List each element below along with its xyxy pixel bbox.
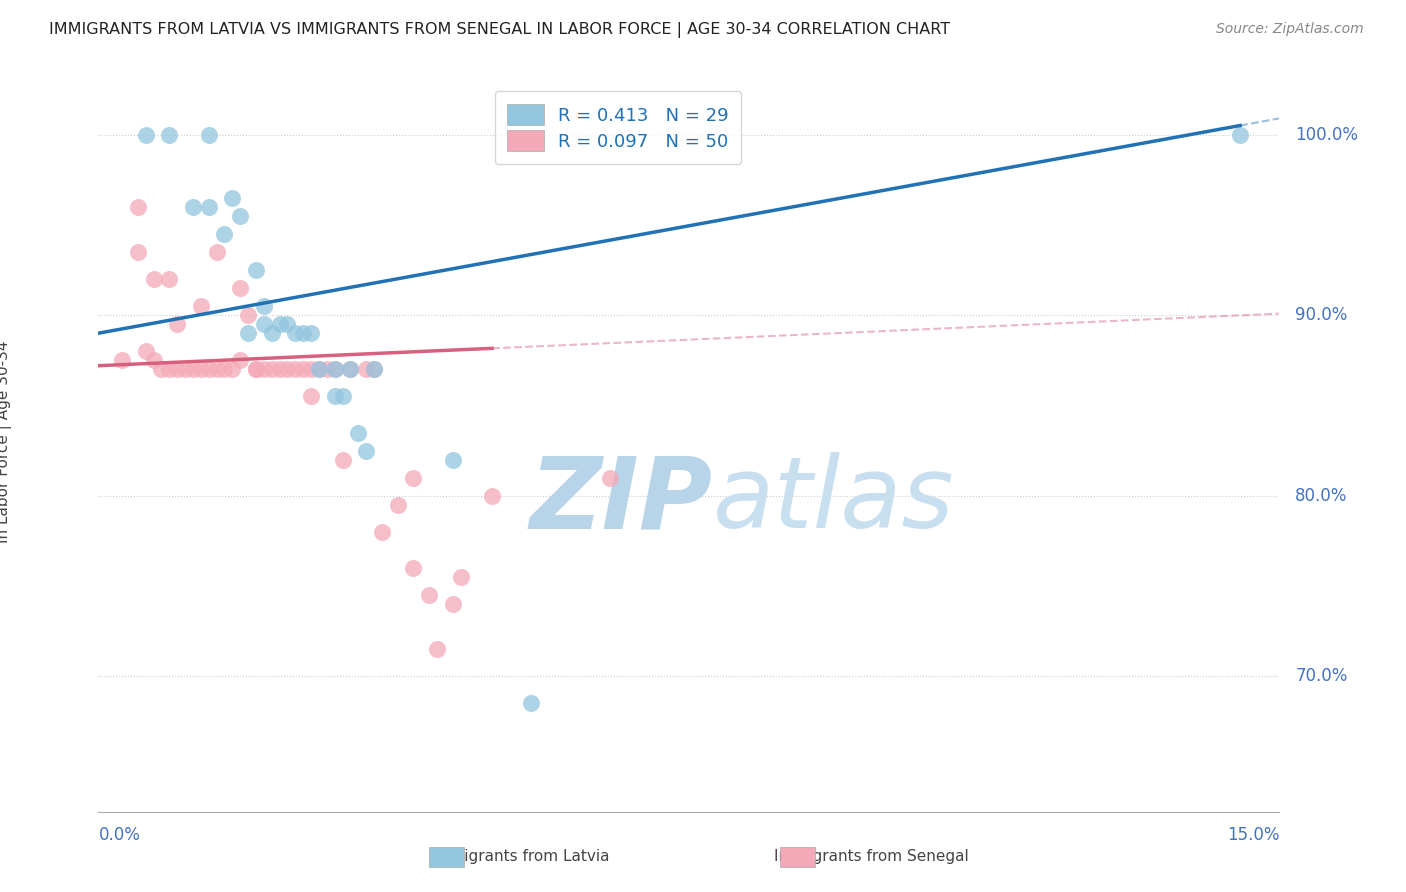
Point xyxy=(150,362,173,376)
Point xyxy=(229,209,252,223)
Point xyxy=(292,362,315,376)
Point xyxy=(450,570,472,584)
Point xyxy=(323,389,346,403)
Point xyxy=(157,128,180,142)
Point xyxy=(520,697,543,711)
Point xyxy=(315,362,337,376)
Point xyxy=(284,362,307,376)
Point xyxy=(166,362,188,376)
Point xyxy=(253,362,276,376)
Text: 0.0%: 0.0% xyxy=(98,826,141,844)
Point xyxy=(157,272,180,286)
Point xyxy=(387,498,409,512)
Point xyxy=(236,326,259,341)
Point xyxy=(308,362,330,376)
Point xyxy=(166,317,188,331)
Point xyxy=(418,588,440,602)
Text: ZIP: ZIP xyxy=(530,452,713,549)
Point xyxy=(323,362,346,376)
Text: IMMIGRANTS FROM LATVIA VS IMMIGRANTS FROM SENEGAL IN LABOR FORCE | AGE 30-34 COR: IMMIGRANTS FROM LATVIA VS IMMIGRANTS FRO… xyxy=(49,22,950,38)
Point xyxy=(142,353,165,368)
Point xyxy=(299,326,322,341)
Text: Immigrants from Senegal: Immigrants from Senegal xyxy=(775,849,969,863)
Point xyxy=(253,317,276,331)
Point xyxy=(135,128,157,142)
Text: 90.0%: 90.0% xyxy=(1295,306,1347,324)
Point xyxy=(284,326,307,341)
Text: 15.0%: 15.0% xyxy=(1227,826,1279,844)
Point xyxy=(214,362,236,376)
Point xyxy=(245,263,267,277)
Point xyxy=(197,362,219,376)
Point xyxy=(245,362,267,376)
Point xyxy=(135,344,157,359)
Point xyxy=(308,362,330,376)
Point xyxy=(181,200,204,214)
Point xyxy=(441,597,464,611)
Point xyxy=(1229,128,1251,142)
Point xyxy=(205,244,228,259)
Point xyxy=(253,299,276,313)
Point xyxy=(269,317,291,331)
Text: In Labor Force | Age 30-34: In Labor Force | Age 30-34 xyxy=(0,340,11,543)
Point xyxy=(292,326,315,341)
Point xyxy=(197,200,219,214)
Point xyxy=(205,362,228,376)
Point xyxy=(245,362,267,376)
Point xyxy=(354,443,377,458)
Point xyxy=(599,470,621,484)
Point xyxy=(339,362,361,376)
Point xyxy=(127,200,149,214)
Point xyxy=(260,362,283,376)
Point xyxy=(174,362,197,376)
Point xyxy=(142,272,165,286)
Point xyxy=(354,362,377,376)
Point xyxy=(190,299,212,313)
Text: 70.0%: 70.0% xyxy=(1295,667,1347,685)
Point xyxy=(332,452,354,467)
Point xyxy=(299,362,322,376)
Point xyxy=(276,317,298,331)
Point xyxy=(426,642,449,657)
Point xyxy=(441,452,464,467)
Point xyxy=(221,191,243,205)
Point xyxy=(229,353,252,368)
Point xyxy=(181,362,204,376)
Point xyxy=(347,425,370,440)
Text: 100.0%: 100.0% xyxy=(1295,126,1358,144)
Point xyxy=(214,227,236,241)
Point xyxy=(299,389,322,403)
Point xyxy=(402,470,425,484)
Point xyxy=(157,362,180,376)
Legend: R = 0.413   N = 29, R = 0.097   N = 50: R = 0.413 N = 29, R = 0.097 N = 50 xyxy=(495,92,741,164)
Text: Immigrants from Latvia: Immigrants from Latvia xyxy=(430,849,610,863)
Point xyxy=(269,362,291,376)
Text: atlas: atlas xyxy=(713,452,955,549)
Point xyxy=(197,128,219,142)
Point xyxy=(332,389,354,403)
Point xyxy=(481,489,503,503)
Text: Source: ZipAtlas.com: Source: ZipAtlas.com xyxy=(1216,22,1364,37)
Point xyxy=(363,362,385,376)
Point xyxy=(371,524,394,539)
Point xyxy=(221,362,243,376)
Point xyxy=(363,362,385,376)
Point xyxy=(111,353,134,368)
Point xyxy=(276,362,298,376)
Point xyxy=(260,326,283,341)
Point xyxy=(190,362,212,376)
Text: 80.0%: 80.0% xyxy=(1295,487,1347,505)
Point xyxy=(402,561,425,575)
Point xyxy=(229,281,252,295)
Point xyxy=(323,362,346,376)
Point xyxy=(236,308,259,322)
Point xyxy=(127,244,149,259)
Point xyxy=(339,362,361,376)
